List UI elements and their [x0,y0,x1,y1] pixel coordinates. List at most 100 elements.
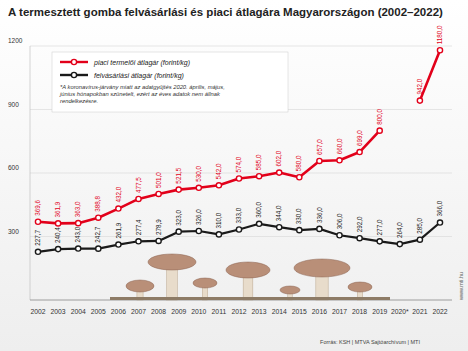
data-label: 278,9 [155,219,162,235]
data-point [156,238,161,243]
data-point [317,158,322,163]
mushroom-cap [148,254,196,270]
x-tick-label: 2005 [91,308,106,315]
plot-area [35,48,442,255]
note: *A koronavírus-járvány miatt az adatgyűj… [59,84,225,104]
data-point [236,227,241,232]
data-point [35,249,40,254]
data-label: 277,4 [135,219,142,235]
x-tick-label: 2009 [171,308,186,315]
data-label: 432,0 [115,186,122,202]
data-point [437,48,442,53]
x-tick-label: 2016 [312,308,327,315]
data-label: 227,7 [34,230,41,246]
y-tick-label: 900 [8,101,19,108]
data-point [56,247,61,252]
y-axis [30,46,31,300]
data-point [377,128,382,133]
ground [110,297,390,300]
x-tick-label: 2013 [252,308,267,315]
data-label: 602,0 [275,150,282,166]
data-point [417,237,422,242]
x-tick-label: 2015 [292,308,307,315]
data-label: 1180,0 [436,25,443,44]
x-tick-label: 2020* [391,308,409,315]
data-point [297,175,302,180]
x-tick-label: 2014 [272,308,287,315]
legend-marker [71,59,76,64]
legend-box [52,52,288,112]
data-label: 660,0 [336,138,343,154]
data-label: 699,0 [356,130,363,146]
mushroom-cap [226,262,270,278]
x-tick-label: 2021 [412,308,427,315]
data-point [397,242,402,247]
credit: www.mti.hu [458,272,464,301]
data-point [236,176,241,181]
grid-line [30,46,452,47]
x-tick-label: 2010 [191,308,206,315]
data-point [76,221,81,226]
data-point [176,229,181,234]
legend-label: felvásárlási átlagár (forint/kg) [94,72,184,80]
data-label: 657,0 [316,139,323,155]
mushroom-cap [193,278,217,288]
data-point [116,206,121,211]
data-label: 323,0 [175,209,182,225]
mushroom-cap [280,286,300,294]
data-label: 306,0 [336,213,343,229]
data-label: 264,0 [396,222,403,238]
data-point [357,236,362,241]
data-point [216,183,221,188]
background [0,0,468,351]
data-label: 800,0 [376,108,383,124]
data-label: 369,6 [34,200,41,216]
grid-line [30,236,452,237]
data-point [257,221,262,226]
data-point [317,226,322,231]
x-tick-label: 2003 [51,308,66,315]
data-label: 501,0 [155,172,162,188]
data-point [417,98,422,103]
data-point [96,215,101,220]
data-label: 585,0 [255,154,262,170]
chart: A termesztett gomba felvásárlási és piac… [0,0,468,351]
data-label: 277,0 [376,219,383,235]
data-label: 240,4 [54,227,61,243]
x-tick-label: 2012 [231,308,246,315]
data-point [377,239,382,244]
data-label: 292,0 [356,216,363,232]
data-label: 310,0 [215,212,222,228]
data-point [257,174,262,179]
legend: piaci termelői átlagár (forint/kg)felvás… [52,52,288,112]
x-tick-label: 2004 [71,308,86,315]
data-label: 477,5 [135,177,142,193]
data-label: 574,0 [235,156,242,172]
data-label: 336,0 [316,207,323,223]
legend-marker [71,72,76,77]
x-tick-label: 2018 [352,308,367,315]
data-label: 361,9 [54,201,61,217]
data-label: 388,8 [95,195,102,211]
data-label: 360,0 [255,202,262,218]
data-label: 285,0 [416,217,423,233]
data-point [196,228,201,233]
data-point [337,158,342,163]
data-point [136,239,141,244]
x-tick-label: 2006 [111,308,126,315]
data-label: 326,0 [195,209,202,225]
data-point [337,233,342,238]
mushroom-illustration [110,254,390,300]
title: A termesztett gomba felvásárlási és piac… [8,6,443,18]
data-point [277,170,282,175]
mushroom-cap [126,280,154,292]
x-tick-label: 2008 [151,308,166,315]
data-point [176,187,181,192]
data-label: 363,0 [74,201,81,217]
data-label: 366,0 [436,200,443,216]
data-point [277,225,282,230]
data-point [297,228,302,233]
data-label: 243,0 [74,226,81,242]
data-label: 330,0 [296,208,303,224]
data-point [156,191,161,196]
